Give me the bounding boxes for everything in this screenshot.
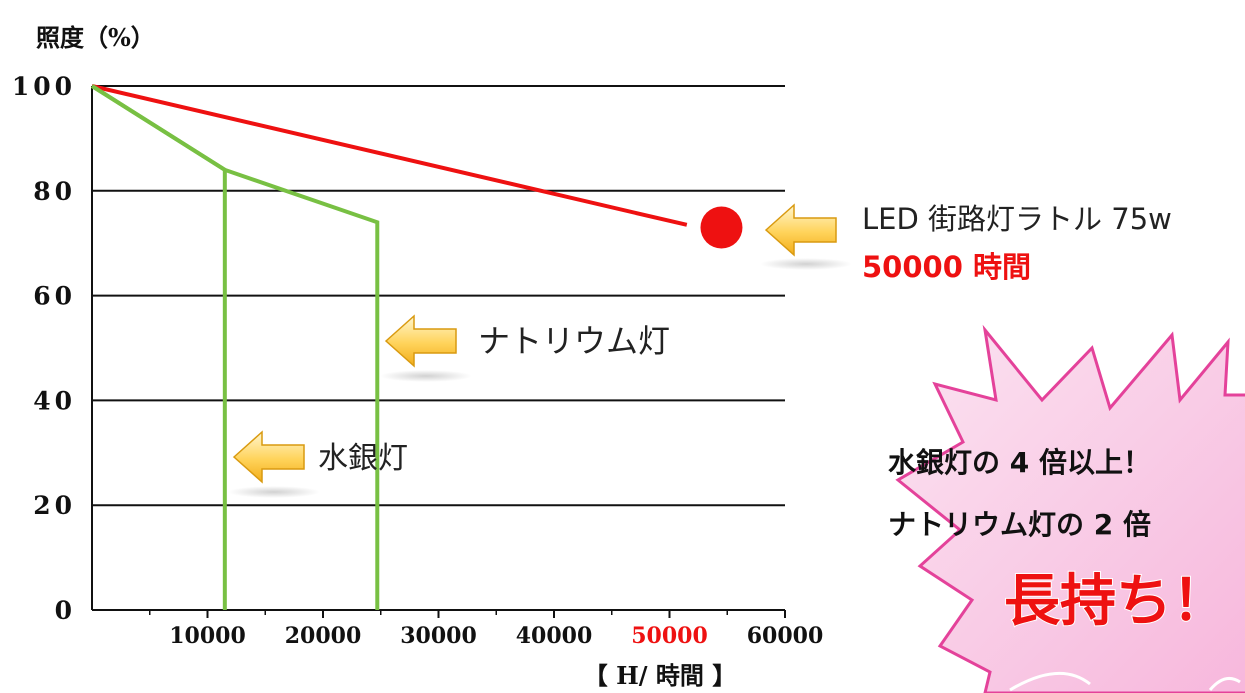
burst-shape (895, 324, 1245, 693)
x-tick-labels: 10000 20000 30000 40000 50000 60000 (169, 623, 823, 649)
y-tick-label: 60 (33, 282, 76, 311)
x-axis-title: 【 H/ 時間 】 (584, 661, 737, 690)
arrow-left-icon (228, 430, 320, 498)
y-tick-label: 0 (55, 596, 76, 625)
y-tick-labels: 100 80 60 40 20 0 (12, 72, 76, 625)
series-line (90, 84, 227, 610)
burst-inner-arc (1009, 671, 1091, 692)
y-tick-label: 80 (33, 177, 76, 206)
mercury-series-label: 水銀灯 (318, 441, 408, 476)
series-line (90, 84, 380, 610)
x-tick-label: 30000 (400, 623, 477, 649)
x-tick-label: 40000 (516, 623, 593, 649)
x-tick-label: 20000 (285, 623, 362, 649)
burst-inner-arc (1208, 676, 1241, 691)
badge-line-2: ナトリウム灯の 2 倍 (888, 508, 1151, 541)
x-tick-label: 10000 (169, 623, 246, 649)
badge-headline: 長持ち！ (1004, 569, 1228, 634)
series-marker (700, 206, 743, 249)
led-hours-label: 50000 時間 (862, 250, 1031, 284)
badge-line-1: 水銀灯の 4 倍以上！ (888, 446, 1151, 479)
y-tick-label: 20 (33, 491, 76, 520)
y-tick-label: 100 (12, 72, 76, 101)
x-tick-label: 60000 (747, 623, 824, 649)
y-tick-label: 40 (33, 386, 76, 415)
y-axis-title: 照度（%） (36, 23, 155, 52)
gridlines (91, 85, 786, 618)
arrow-left-icon (380, 314, 472, 382)
x-tick-label: 50000 (631, 623, 708, 649)
series-line (91, 84, 688, 227)
sodium-series-label: ナトリウム灯 (478, 322, 670, 360)
data-series (90, 84, 743, 610)
led-series-label: LED 街路灯ラトル 75w (862, 202, 1172, 236)
burst-badge (895, 324, 1245, 693)
arrow-left-icon (760, 203, 852, 270)
